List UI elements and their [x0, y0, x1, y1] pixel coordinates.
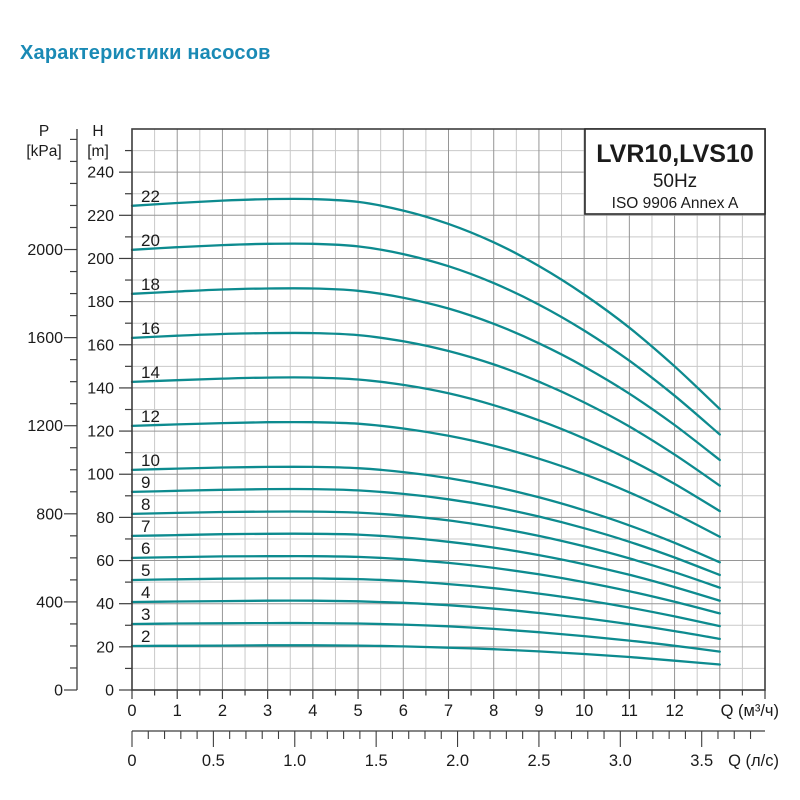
legend-standard: ISO 9906 Annex A	[612, 195, 739, 212]
curve-stage-label: 16	[141, 319, 160, 338]
head-tick-label: 140	[87, 380, 114, 397]
head-axis-unit: [m]	[87, 143, 109, 160]
flow-ls-tick-label: 2.0	[446, 752, 469, 770]
plot-border	[131, 128, 766, 691]
legend-frame	[584, 128, 766, 215]
pump-curve	[130, 242, 721, 436]
pump-curve	[130, 376, 721, 513]
axis-tick-labels: 0 1 2 3 4 5 6 7 8 9 10 11 120 0.5 1.0 1.5 2.0 2.5 3.0 3.502…	[27, 165, 713, 770]
pump-curve	[130, 621, 721, 653]
head-tick-label: 120	[87, 424, 114, 441]
legend-model: LVR10,LVS10	[596, 140, 753, 168]
flow-m3h-tick-label: 4	[308, 702, 317, 720]
legend-frequency: 50Hz	[653, 171, 697, 192]
head-tick-label: 240	[87, 165, 114, 182]
pump-curve	[130, 577, 721, 628]
pump-curve	[130, 420, 721, 538]
flow-m3h-tick-label: 6	[399, 702, 408, 720]
curve-stage-label: 12	[141, 407, 160, 426]
flow-m3h-tick-label: 12	[665, 702, 683, 720]
pump-curve	[130, 644, 721, 666]
legend-box: LVR10,LVS10 50Hz ISO 9906 Annex A	[584, 128, 766, 215]
curve-stage-label: 10	[141, 451, 160, 470]
curve-stage-label: 4	[141, 583, 150, 602]
head-tick-label: 0	[105, 683, 114, 700]
curve-stage-label: 5	[141, 561, 150, 580]
head-tick-label: 160	[87, 337, 114, 354]
head-tick-label: 200	[87, 251, 114, 268]
pump-curves	[130, 197, 721, 666]
flow-ls-tick-label: 2.5	[527, 752, 550, 770]
head-tick-label: 40	[96, 596, 114, 613]
pump-curve	[130, 331, 721, 487]
pressure-tick-label: 0	[54, 683, 63, 700]
flow-m3h-tick-label: 1	[173, 702, 182, 720]
flow-m3h-tick-label: 11	[621, 702, 638, 720]
flow-ls-tick-label: 0	[127, 752, 136, 770]
curve-stage-label: 6	[141, 539, 150, 558]
flow-m3h-tick-label: 8	[489, 702, 498, 720]
pump-curve	[130, 487, 721, 577]
curve-stage-label: 2	[141, 627, 150, 646]
flow-m3h-tick-label: 0	[127, 702, 136, 720]
flow-m3h-tick-label: 7	[444, 702, 453, 720]
pump-curve	[130, 532, 721, 602]
pump-curve	[130, 555, 721, 615]
pressure-axis-unit: [kPa]	[26, 143, 61, 160]
flow-ls-axis-label: Q (л/с)	[728, 752, 779, 770]
curve-stage-label: 22	[141, 187, 160, 206]
pressure-tick-label: 1600	[27, 330, 63, 347]
flow-m3h-tick-label: 2	[218, 702, 227, 720]
flow-ls-tick-label: 1.0	[283, 752, 306, 770]
pressure-tick-label: 400	[36, 594, 63, 611]
curve-stage-label: 7	[141, 517, 150, 536]
flow-ls-tick-label: 3.0	[609, 752, 632, 770]
flow-m3h-tick-label: 3	[263, 702, 272, 720]
pressure-tick-label: 2000	[27, 242, 63, 259]
flow-m3h-tick-label: 5	[353, 702, 362, 720]
curve-stage-label: 20	[141, 231, 160, 250]
pump-curve	[130, 287, 721, 462]
head-tick-label: 180	[87, 294, 114, 311]
head-tick-label: 20	[96, 639, 114, 656]
head-tick-label: 80	[96, 510, 114, 527]
pump-curve	[130, 465, 721, 564]
curve-stage-label: 3	[141, 605, 150, 624]
pump-curve	[130, 510, 721, 589]
flow-ls-tick-label: 3.5	[690, 752, 713, 770]
pump-curve	[130, 197, 721, 411]
head-axis-name: H	[92, 123, 103, 140]
flow-m3h-tick-label: 9	[534, 702, 543, 720]
flow-ls-tick-label: 1.5	[365, 752, 388, 770]
head-tick-label: 220	[87, 208, 114, 225]
flow-ls-tick-label: 0.5	[202, 752, 225, 770]
curve-stage-label: 8	[141, 495, 150, 514]
axis-ticks	[64, 138, 766, 747]
grid-major-lines	[132, 129, 765, 690]
page-title: Характеристики насосов	[20, 42, 271, 64]
pressure-tick-label: 1200	[27, 418, 63, 435]
curve-stage-label: 14	[141, 363, 160, 382]
flow-m3h-tick-label: 10	[575, 702, 593, 720]
pressure-tick-label: 800	[36, 506, 63, 523]
pressure-axis-name: P	[39, 123, 49, 140]
head-tick-label: 100	[87, 467, 114, 484]
curve-stage-label: 18	[141, 275, 160, 294]
curve-stage-label: 9	[141, 473, 150, 492]
curve-stage-labels: 2 3 4 5 6 7 8 9 10 12 14 16 18 20 22	[141, 187, 160, 646]
head-tick-label: 60	[96, 553, 114, 570]
flow-m3h-axis-label: Q (м³/ч)	[721, 702, 779, 720]
pump-curve	[130, 599, 721, 641]
